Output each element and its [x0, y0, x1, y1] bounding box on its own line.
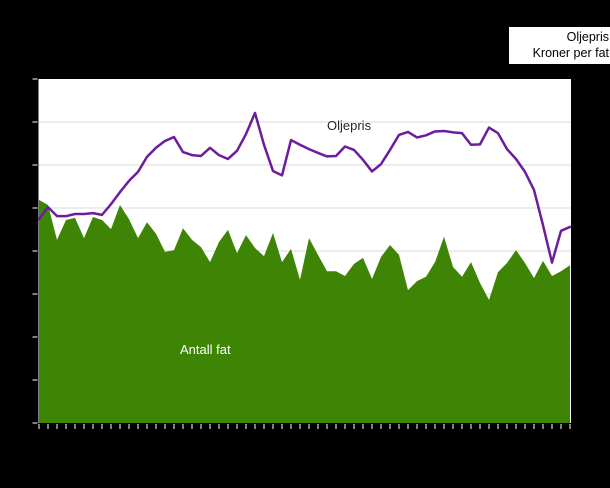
legend-subtitle: Kroner per fat	[532, 46, 609, 60]
legend-title: Oljepris	[566, 30, 609, 44]
line-series-label: Oljepris	[327, 118, 372, 133]
line-series	[37, 111, 572, 264]
area-series-label: Antall fat	[180, 342, 231, 357]
legend: Oljepris Kroner per fat	[509, 27, 610, 64]
area-series	[39, 199, 570, 423]
